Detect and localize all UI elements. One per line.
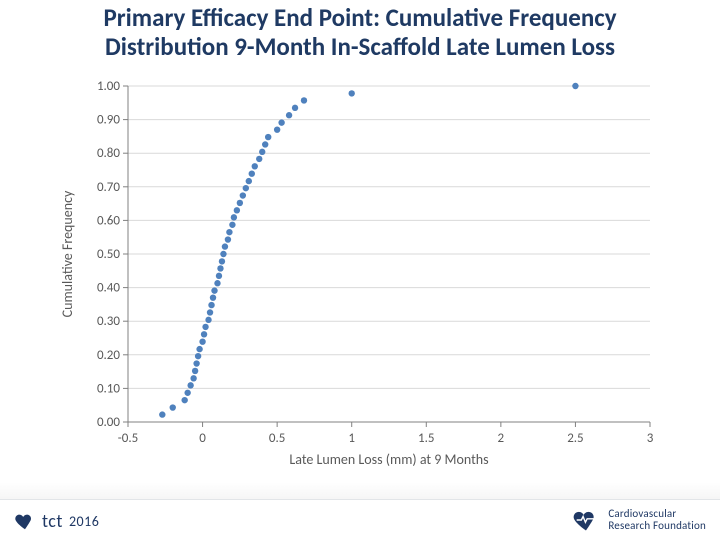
svg-text:1: 1 <box>348 431 355 446</box>
svg-text:3: 3 <box>647 431 654 446</box>
svg-text:0.40: 0.40 <box>97 281 120 296</box>
page-title: Primary Efficacy End Point: Cumulative F… <box>6 4 714 62</box>
svg-text:1.5: 1.5 <box>418 431 434 446</box>
svg-text:2.5: 2.5 <box>567 431 583 446</box>
cumulative-frequency-chart: 0.000.100.200.300.400.500.600.700.800.90… <box>50 72 670 482</box>
svg-text:0.90: 0.90 <box>97 113 120 128</box>
svg-text:0.5: 0.5 <box>269 431 285 446</box>
svg-text:0.50: 0.50 <box>97 247 120 262</box>
svg-text:0: 0 <box>199 431 206 446</box>
svg-text:Late Lumen Loss (mm) at 9 Mont: Late Lumen Loss (mm) at 9 Months <box>289 451 488 468</box>
tct-logo: tct 2016 <box>14 510 99 532</box>
footer-shadow <box>0 482 720 500</box>
svg-text:0.70: 0.70 <box>97 180 120 195</box>
crf-line2: Research Foundation <box>608 520 706 532</box>
crf-logo: Cardiovascular Research Foundation <box>572 506 706 534</box>
heart-icon <box>14 510 36 532</box>
svg-text:0.60: 0.60 <box>97 213 120 228</box>
tct-year: 2016 <box>69 513 99 530</box>
heart-pulse-icon <box>572 506 600 534</box>
title-line2: Distribution 9-Month In-Scaffold Late Lu… <box>105 31 615 62</box>
crf-text: Cardiovascular Research Foundation <box>608 508 706 531</box>
svg-text:1.00: 1.00 <box>97 79 120 94</box>
svg-text:-0.5: -0.5 <box>118 431 138 446</box>
title-line1: Primary Efficacy End Point: Cumulative F… <box>103 2 616 33</box>
svg-text:0.10: 0.10 <box>97 381 120 396</box>
svg-text:0.80: 0.80 <box>97 146 120 161</box>
svg-text:0.30: 0.30 <box>97 314 120 329</box>
footer-bar: tct 2016 Cardiovascular Research Foundati… <box>0 499 720 540</box>
svg-text:0.00: 0.00 <box>97 415 120 430</box>
svg-text:2: 2 <box>498 431 505 446</box>
chart-svg: 0.000.100.200.300.400.500.600.700.800.90… <box>50 72 670 482</box>
tct-text: tct <box>42 510 63 532</box>
slide: Primary Efficacy End Point: Cumulative F… <box>0 0 720 540</box>
svg-text:Cumulative Frequency: Cumulative Frequency <box>59 190 76 317</box>
svg-text:0.20: 0.20 <box>97 348 120 363</box>
